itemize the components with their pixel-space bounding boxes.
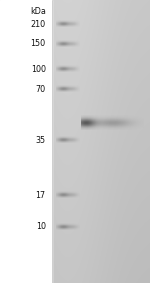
Text: 150: 150	[31, 39, 46, 48]
Bar	[0, 0, 52, 283]
Text: 10: 10	[36, 222, 46, 231]
Text: 17: 17	[36, 191, 46, 200]
Text: 35: 35	[36, 136, 46, 145]
Text: 210: 210	[31, 20, 46, 29]
Text: 70: 70	[36, 85, 46, 94]
Text: 100: 100	[31, 65, 46, 74]
Text: kDa: kDa	[30, 7, 46, 16]
